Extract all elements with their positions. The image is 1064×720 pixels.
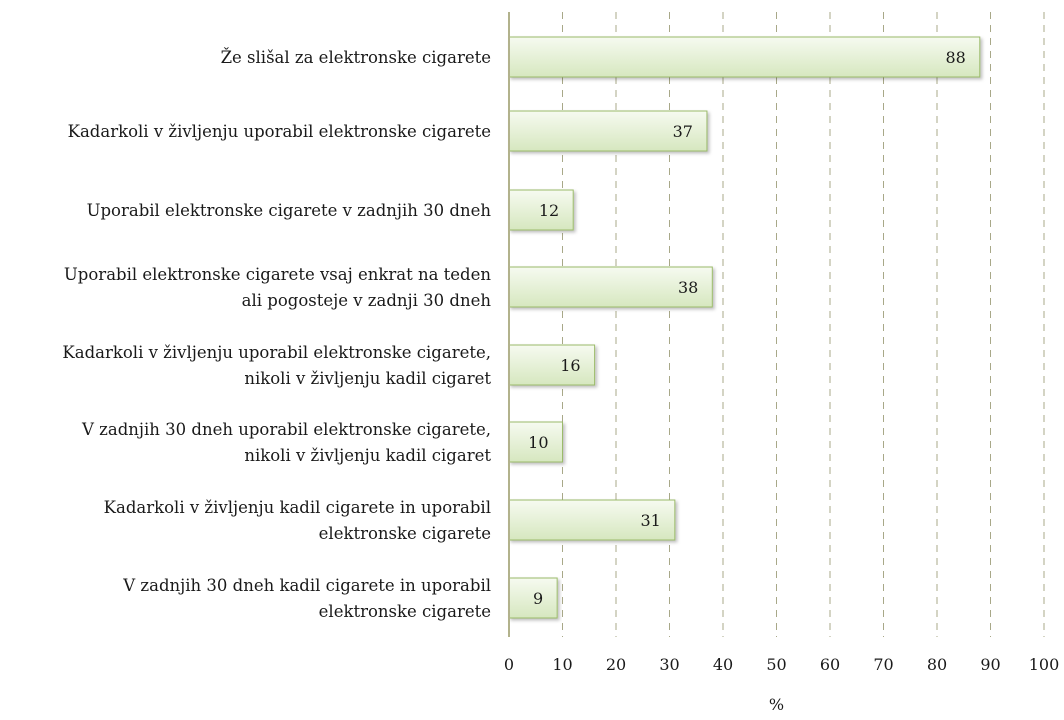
category-label: V zadnjih 30 dneh kadil cigarete in upor… bbox=[122, 576, 491, 595]
category-label: nikoli v življenju kadil cigaret bbox=[244, 369, 491, 388]
bars: 88 37 12 38 16 10 31 9 bbox=[508, 36, 981, 619]
x-tick-label: 30 bbox=[659, 655, 679, 674]
category-label: V zadnjih 30 dneh uporabil elektronske c… bbox=[81, 420, 491, 439]
x-axis-title: % bbox=[769, 695, 784, 714]
category-label: elektronske cigarete bbox=[319, 602, 491, 621]
data-label: 88 bbox=[945, 48, 965, 67]
category-label: Že slišal za elektronske cigarete bbox=[221, 47, 491, 67]
data-label: 12 bbox=[539, 201, 559, 220]
category-label: elektronske cigarete bbox=[319, 524, 491, 543]
data-label: 38 bbox=[678, 278, 698, 297]
x-tick-label: 80 bbox=[927, 655, 947, 674]
x-tick-label: 40 bbox=[713, 655, 733, 674]
data-label: 16 bbox=[560, 356, 580, 375]
x-tick-label: 10 bbox=[552, 655, 572, 674]
data-label: 9 bbox=[533, 589, 543, 608]
category-label: Uporabil elektronske cigarete v zadnjih … bbox=[87, 201, 492, 220]
category-label: nikoli v življenju kadil cigaret bbox=[244, 446, 491, 465]
category-label: Kadarkoli v življenju kadil cigarete in … bbox=[104, 498, 491, 517]
data-label: 31 bbox=[640, 511, 660, 530]
category-label: Uporabil elektronske cigarete vsaj enkra… bbox=[64, 265, 491, 284]
bar bbox=[508, 36, 981, 78]
x-tick-label: 70 bbox=[873, 655, 893, 674]
data-label: 37 bbox=[673, 122, 693, 141]
bar bbox=[508, 344, 596, 386]
x-tick-label: 20 bbox=[606, 655, 626, 674]
category-labels: Že slišal za elektronske cigarete Kadarko… bbox=[62, 47, 491, 621]
category-label: ali pogosteje v zadnji 30 dneh bbox=[242, 291, 492, 310]
gridlines bbox=[562, 12, 1045, 637]
x-tick-label: 100 bbox=[1029, 655, 1060, 674]
x-tick-label: 60 bbox=[820, 655, 840, 674]
x-tick-label: 90 bbox=[980, 655, 1000, 674]
x-tick-label: 50 bbox=[766, 655, 786, 674]
data-label: 10 bbox=[528, 433, 548, 452]
x-tick-label: 0 bbox=[504, 655, 514, 674]
category-label: Kadarkoli v življenju uporabil elektrons… bbox=[62, 343, 491, 362]
x-tick-labels: 0 10 20 30 40 50 60 70 80 90 100 bbox=[504, 655, 1059, 674]
category-label: Kadarkoli v življenju uporabil elektrons… bbox=[68, 122, 491, 141]
bar bbox=[508, 110, 708, 152]
